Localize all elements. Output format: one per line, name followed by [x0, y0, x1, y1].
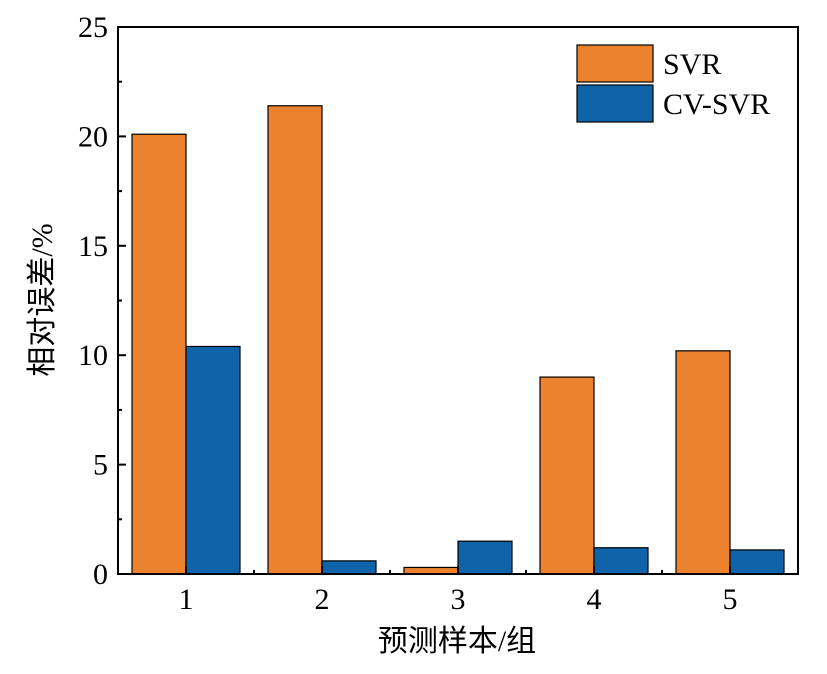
y-tick-label-10: 10	[78, 339, 108, 372]
bar-svr-4	[539, 376, 595, 575]
y-tick-label-25: 25	[78, 11, 108, 44]
bar-svr-5	[675, 350, 731, 575]
y-axis-title: 相对误差/%	[26, 223, 59, 376]
bar-cv-svr-1	[185, 345, 241, 575]
bars-layer	[131, 105, 785, 575]
legend-label-cv-svr: CV-SVR	[663, 88, 770, 121]
bar-svr-1	[131, 133, 187, 575]
bar-cv-svr-2	[321, 560, 377, 575]
x-tick-label-1: 1	[179, 583, 194, 616]
x-tick-label-5: 5	[723, 583, 738, 616]
bar-cv-svr-5	[729, 549, 785, 575]
y-tick-label-5: 5	[93, 449, 108, 482]
x-tick-label-3: 3	[451, 583, 466, 616]
legend-label-svr: SVR	[663, 48, 721, 81]
bar-cv-svr-3	[457, 540, 513, 575]
x-axis-title: 预测样本/组	[378, 625, 536, 658]
bar-svr-2	[267, 105, 323, 575]
legend-swatch-svr	[576, 44, 654, 83]
y-tick-label-15: 15	[78, 230, 108, 263]
legend-swatch-cv-svr	[576, 84, 654, 123]
bar-cv-svr-4	[593, 547, 649, 575]
legend: SVR CV-SVR	[576, 44, 770, 123]
y-tick-label-20: 20	[78, 120, 108, 153]
x-tick-label-2: 2	[315, 583, 330, 616]
ticks-layer: 0 5 10 15 20 25 1 2 3 4 5	[78, 11, 738, 616]
x-tick-label-4: 4	[587, 583, 602, 616]
y-tick-label-0: 0	[93, 558, 108, 591]
